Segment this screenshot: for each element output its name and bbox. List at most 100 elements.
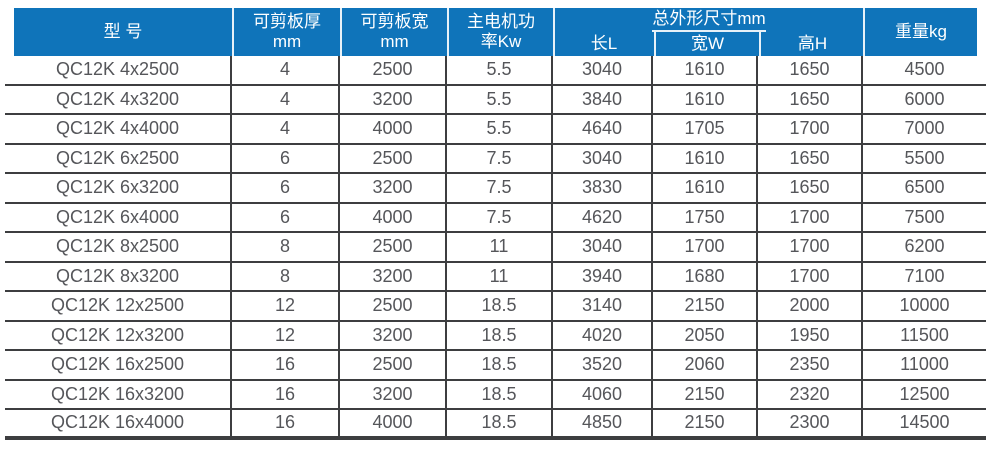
table-cell: 1610	[653, 144, 758, 172]
header-height-label: 高H	[797, 34, 828, 54]
table-cell: 11000	[900, 354, 949, 375]
table-cell: 16	[232, 410, 340, 436]
table-cell: 3200	[340, 321, 447, 349]
table-cell: 2050	[653, 321, 758, 349]
table-row: QC12K 16x4000 16 4000 18.5 4850 2150 2300 14500	[5, 410, 986, 440]
table-cell: 6000	[904, 88, 945, 109]
table-cell: 5.5	[447, 85, 553, 113]
table-row: QC12K 12x3200 12 3200 18.5 4020 2050 1950 11500	[5, 321, 986, 351]
table-cell: 16	[232, 351, 340, 379]
table-cell: 2000	[758, 292, 863, 320]
table-cell: 12500	[899, 383, 950, 404]
table-cell: 4000	[340, 115, 447, 143]
table-cell: 4500	[904, 59, 945, 80]
table-cell: 3040	[553, 56, 653, 84]
header-cell-height: 高H	[759, 32, 864, 56]
table-cell: 6	[232, 144, 340, 172]
table-cell: 7000	[904, 118, 945, 139]
table-row: QC12K 16x2500 16 2500 18.5 3520 2060 2350 11000	[5, 351, 986, 381]
model-cell: QC12K 12x2500	[5, 292, 232, 320]
model-cell: QC12K 12x3200	[5, 321, 232, 349]
table-cell: 5500	[904, 147, 945, 168]
table-cell: 18.5	[447, 410, 553, 436]
table-cell: 18.5	[447, 321, 553, 349]
table-cell: 3520	[553, 351, 653, 379]
table-cell: 2500	[340, 144, 447, 172]
table-cell: 18.5	[447, 351, 553, 379]
header-cell-shear-width: 可剪板宽 mm	[340, 8, 447, 56]
table-cell: 3840	[553, 85, 653, 113]
model-cell: QC12K 6x2500	[5, 144, 232, 172]
table-row: QC12K 6x4000 6 4000 7.5 4620 1750 1700 7500	[5, 203, 986, 233]
table-cell: 7.5	[447, 144, 553, 172]
model-cell: QC12K 4x2500	[5, 56, 232, 84]
table-cell: 5.5	[447, 115, 553, 143]
table-cell: 4	[232, 85, 340, 113]
model-cell: QC12K 8x2500	[5, 233, 232, 261]
table-cell: 2500	[340, 233, 447, 261]
table-cell: 6	[232, 174, 340, 202]
table-cell: 4640	[553, 115, 653, 143]
table-cell: 11	[447, 262, 553, 290]
table-row: QC12K 4x2500 4 2500 5.5 3040 1610 1650 4500	[5, 56, 986, 86]
table-cell: 18.5	[447, 292, 553, 320]
table-cell: 3200	[340, 262, 447, 290]
table-cell: 1610	[653, 56, 758, 84]
table-cell: 2500	[340, 292, 447, 320]
table-cell: 2060	[653, 351, 758, 379]
model-cell: QC12K 8x3200	[5, 262, 232, 290]
table-cell: 11	[447, 233, 553, 261]
table-cell: 12	[232, 321, 340, 349]
table-cell: 4000	[340, 203, 447, 231]
header-thickness-line1: 可剪板厚	[253, 12, 321, 32]
table-cell: 1650	[758, 56, 863, 84]
table-cell: 6200	[904, 236, 945, 257]
table-row: QC12K 8x3200 8 3200 11 3940 1680 1700 7100	[5, 262, 986, 292]
header-cell-dimensions-group: 总外形尺寸mm 长L 宽W 高H	[553, 8, 863, 56]
model-cell: QC12K 16x2500	[5, 351, 232, 379]
table-cell: 2500	[340, 351, 447, 379]
table-cell: 1750	[653, 203, 758, 231]
table-row: QC12K 6x2500 6 2500 7.5 3040 1610 1650 5500	[5, 144, 986, 174]
table-cell: 10000	[899, 295, 950, 316]
table-cell: 2320	[758, 380, 863, 408]
table-cell: 3200	[340, 85, 447, 113]
header-thickness-line2: mm	[272, 32, 302, 51]
table-body: QC12K 4x2500 4 2500 5.5 3040 1610 1650 4500 QC12…	[5, 56, 986, 440]
table-cell: 1950	[758, 321, 863, 349]
table-cell: 2150	[653, 292, 758, 320]
model-cell: QC12K 16x3200	[5, 380, 232, 408]
table-cell: 12	[232, 292, 340, 320]
table-cell: 3830	[553, 174, 653, 202]
table-cell: 1700	[758, 262, 863, 290]
table-row: QC12K 4x3200 4 3200 5.5 3840 1610 1650 6000	[5, 85, 986, 115]
table-cell: 1680	[653, 262, 758, 290]
table-cell: 2350	[758, 351, 863, 379]
table-cell: 1610	[653, 174, 758, 202]
table-cell: 4	[232, 56, 340, 84]
table-cell: 1650	[758, 85, 863, 113]
table-row: QC12K 8x2500 8 2500 11 3040 1700 1700 6200	[5, 233, 986, 263]
table-row: QC12K 6x3200 6 3200 7.5 3830 1610 1650 6500	[5, 174, 986, 204]
header-model-label: 型 号	[103, 22, 143, 42]
table-cell: 3200	[340, 380, 447, 408]
table-cell: 4850	[553, 410, 653, 436]
table-cell: 14500	[899, 412, 950, 433]
header-shear-width-line2: mm	[380, 32, 409, 51]
header-cell-weight: 重量kg	[863, 8, 977, 56]
table-cell: 3040	[553, 144, 653, 172]
table-cell: 8	[232, 233, 340, 261]
table-cell: 5.5	[447, 56, 553, 84]
table-cell: 2150	[653, 410, 758, 436]
table-cell: 7.5	[447, 174, 553, 202]
table-cell: 4000	[340, 410, 447, 436]
table-row: QC12K 4x4000 4 4000 5.5 4640 1705 1700 7000	[5, 115, 986, 145]
table-cell: 4	[232, 115, 340, 143]
table-cell: 11500	[900, 324, 949, 345]
header-cell-model: 型 号	[14, 8, 232, 56]
header-cell-motor-power: 主电机功 率Kw	[447, 8, 553, 56]
header-weight-label: 重量kg	[895, 22, 947, 42]
table-cell: 1700	[758, 203, 863, 231]
table-cell: 2300	[758, 410, 863, 436]
table-cell: 1650	[758, 144, 863, 172]
